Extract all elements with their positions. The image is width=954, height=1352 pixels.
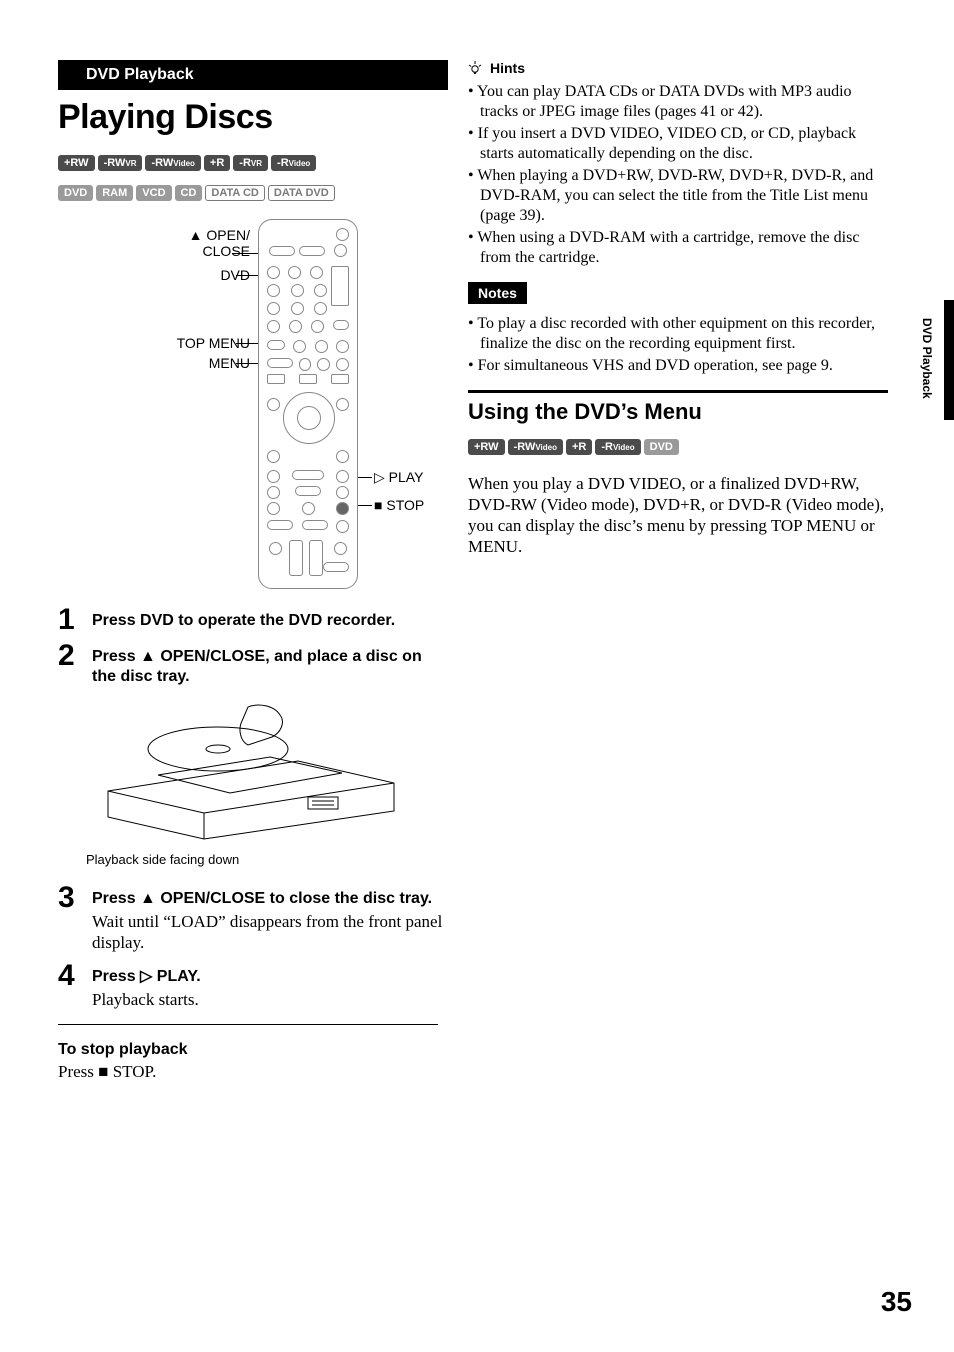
notes-label: Notes [468, 282, 527, 304]
list-item: If you insert a DVD VIDEO, VIDEO CD, or … [468, 124, 888, 164]
step-4: 4 Press ▷ PLAY. Playback starts. [58, 963, 448, 1010]
hint-icon [468, 61, 482, 75]
disc-badges-h2: +RW-RWVideo+R-RVideoDVD [468, 435, 888, 459]
disc-badges-row2: DVDRAMVCDCDDATA CDDATA DVD [58, 181, 448, 205]
step-number: 1 [58, 607, 92, 633]
callout-play: ▷ PLAY [374, 469, 423, 486]
tray-caption: Playback side facing down [86, 852, 448, 867]
step-para: Wait until “LOAD” disappears from the fr… [92, 911, 448, 953]
notes-list: To play a disc recorded with other equip… [468, 314, 888, 376]
h2-paragraph: When you play a DVD VIDEO, or a finalize… [468, 473, 888, 557]
disc-badge: -RWVideo [508, 439, 563, 455]
disc-badge: RAM [96, 185, 133, 201]
step-number: 3 [58, 885, 92, 953]
hints-heading: Hints [468, 60, 888, 78]
page-title: Playing Discs [58, 98, 448, 137]
callout-menu: MENU [136, 355, 250, 371]
step-2: 2 Press ▲ OPEN/CLOSE, and place a disc o… [58, 643, 448, 687]
remote-body [258, 219, 358, 589]
page-number: 35 [881, 1286, 912, 1318]
disc-tray-figure [98, 701, 398, 846]
callout-stop: ■ STOP [374, 497, 424, 513]
step-head: Press ▷ PLAY. [92, 967, 448, 987]
list-item: You can play DATA CDs or DATA DVDs with … [468, 82, 888, 122]
disc-badge: VCD [136, 185, 171, 201]
disc-badge: -RVR [233, 155, 268, 171]
disc-badge: -RVideo [595, 439, 640, 455]
disc-badge: +R [566, 439, 592, 455]
section-header: DVD Playback [58, 60, 448, 90]
stop-playback-head: To stop playback [58, 1041, 448, 1059]
hints-list: You can play DATA CDs or DATA DVDs with … [468, 82, 888, 268]
hints-label: Hints [490, 60, 525, 76]
callout-top-menu: TOP MENU [136, 335, 250, 351]
disc-badge: +RW [58, 155, 95, 171]
disc-badge: DATA CD [205, 185, 264, 201]
step-head: Press DVD to operate the DVD recorder. [92, 611, 448, 631]
disc-badge: +R [204, 155, 230, 171]
disc-badge: -RVideo [271, 155, 316, 171]
edge-bar [944, 300, 954, 420]
subsection-title: Using the DVD’s Menu [468, 399, 888, 425]
side-tab: DVD Playback [920, 318, 934, 399]
step-number: 4 [58, 963, 92, 1010]
section-header-text: DVD Playback [78, 60, 448, 90]
list-item: When playing a DVD+RW, DVD-RW, DVD+R, DV… [468, 166, 888, 226]
disc-badge: +RW [468, 439, 505, 455]
divider [58, 1024, 438, 1025]
disc-badge: DATA DVD [268, 185, 335, 201]
disc-badge: CD [175, 185, 203, 201]
disc-badge: -RWVR [98, 155, 143, 171]
step-para: Playback starts. [92, 989, 448, 1010]
step-3: 3 Press ▲ OPEN/CLOSE to close the disc t… [58, 885, 448, 953]
callout-open-close: ▲ OPEN/CLOSE [150, 227, 250, 259]
disc-badges-row1: +RW-RWVR-RWVideo+R-RVR-RVideo [58, 151, 448, 175]
disc-badge: -RWVideo [145, 155, 200, 171]
remote-diagram: ▲ OPEN/CLOSE DVD TOP MENU MENU ▷ PLAY ■ … [58, 219, 448, 589]
disc-badge: DVD [644, 439, 679, 455]
list-item: When using a DVD-RAM with a cartridge, r… [468, 228, 888, 268]
list-item: For simultaneous VHS and DVD operation, … [468, 356, 888, 376]
step-head: Press ▲ OPEN/CLOSE to close the disc tra… [92, 889, 448, 909]
step-head: Press ▲ OPEN/CLOSE, and place a disc on … [92, 647, 448, 687]
step-number: 2 [58, 643, 92, 687]
step-1: 1 Press DVD to operate the DVD recorder. [58, 607, 448, 633]
list-item: To play a disc recorded with other equip… [468, 314, 888, 354]
h2-rule [468, 390, 888, 393]
disc-badge: DVD [58, 185, 93, 201]
stop-playback-body: Press ■ STOP. [58, 1061, 448, 1082]
